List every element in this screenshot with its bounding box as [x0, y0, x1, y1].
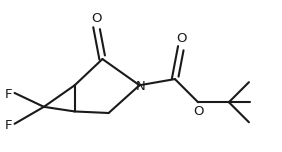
Text: O: O	[91, 12, 102, 25]
Text: N: N	[136, 80, 146, 93]
Text: O: O	[193, 105, 203, 118]
Text: F: F	[5, 88, 12, 101]
Text: O: O	[176, 32, 186, 45]
Text: F: F	[5, 119, 12, 132]
